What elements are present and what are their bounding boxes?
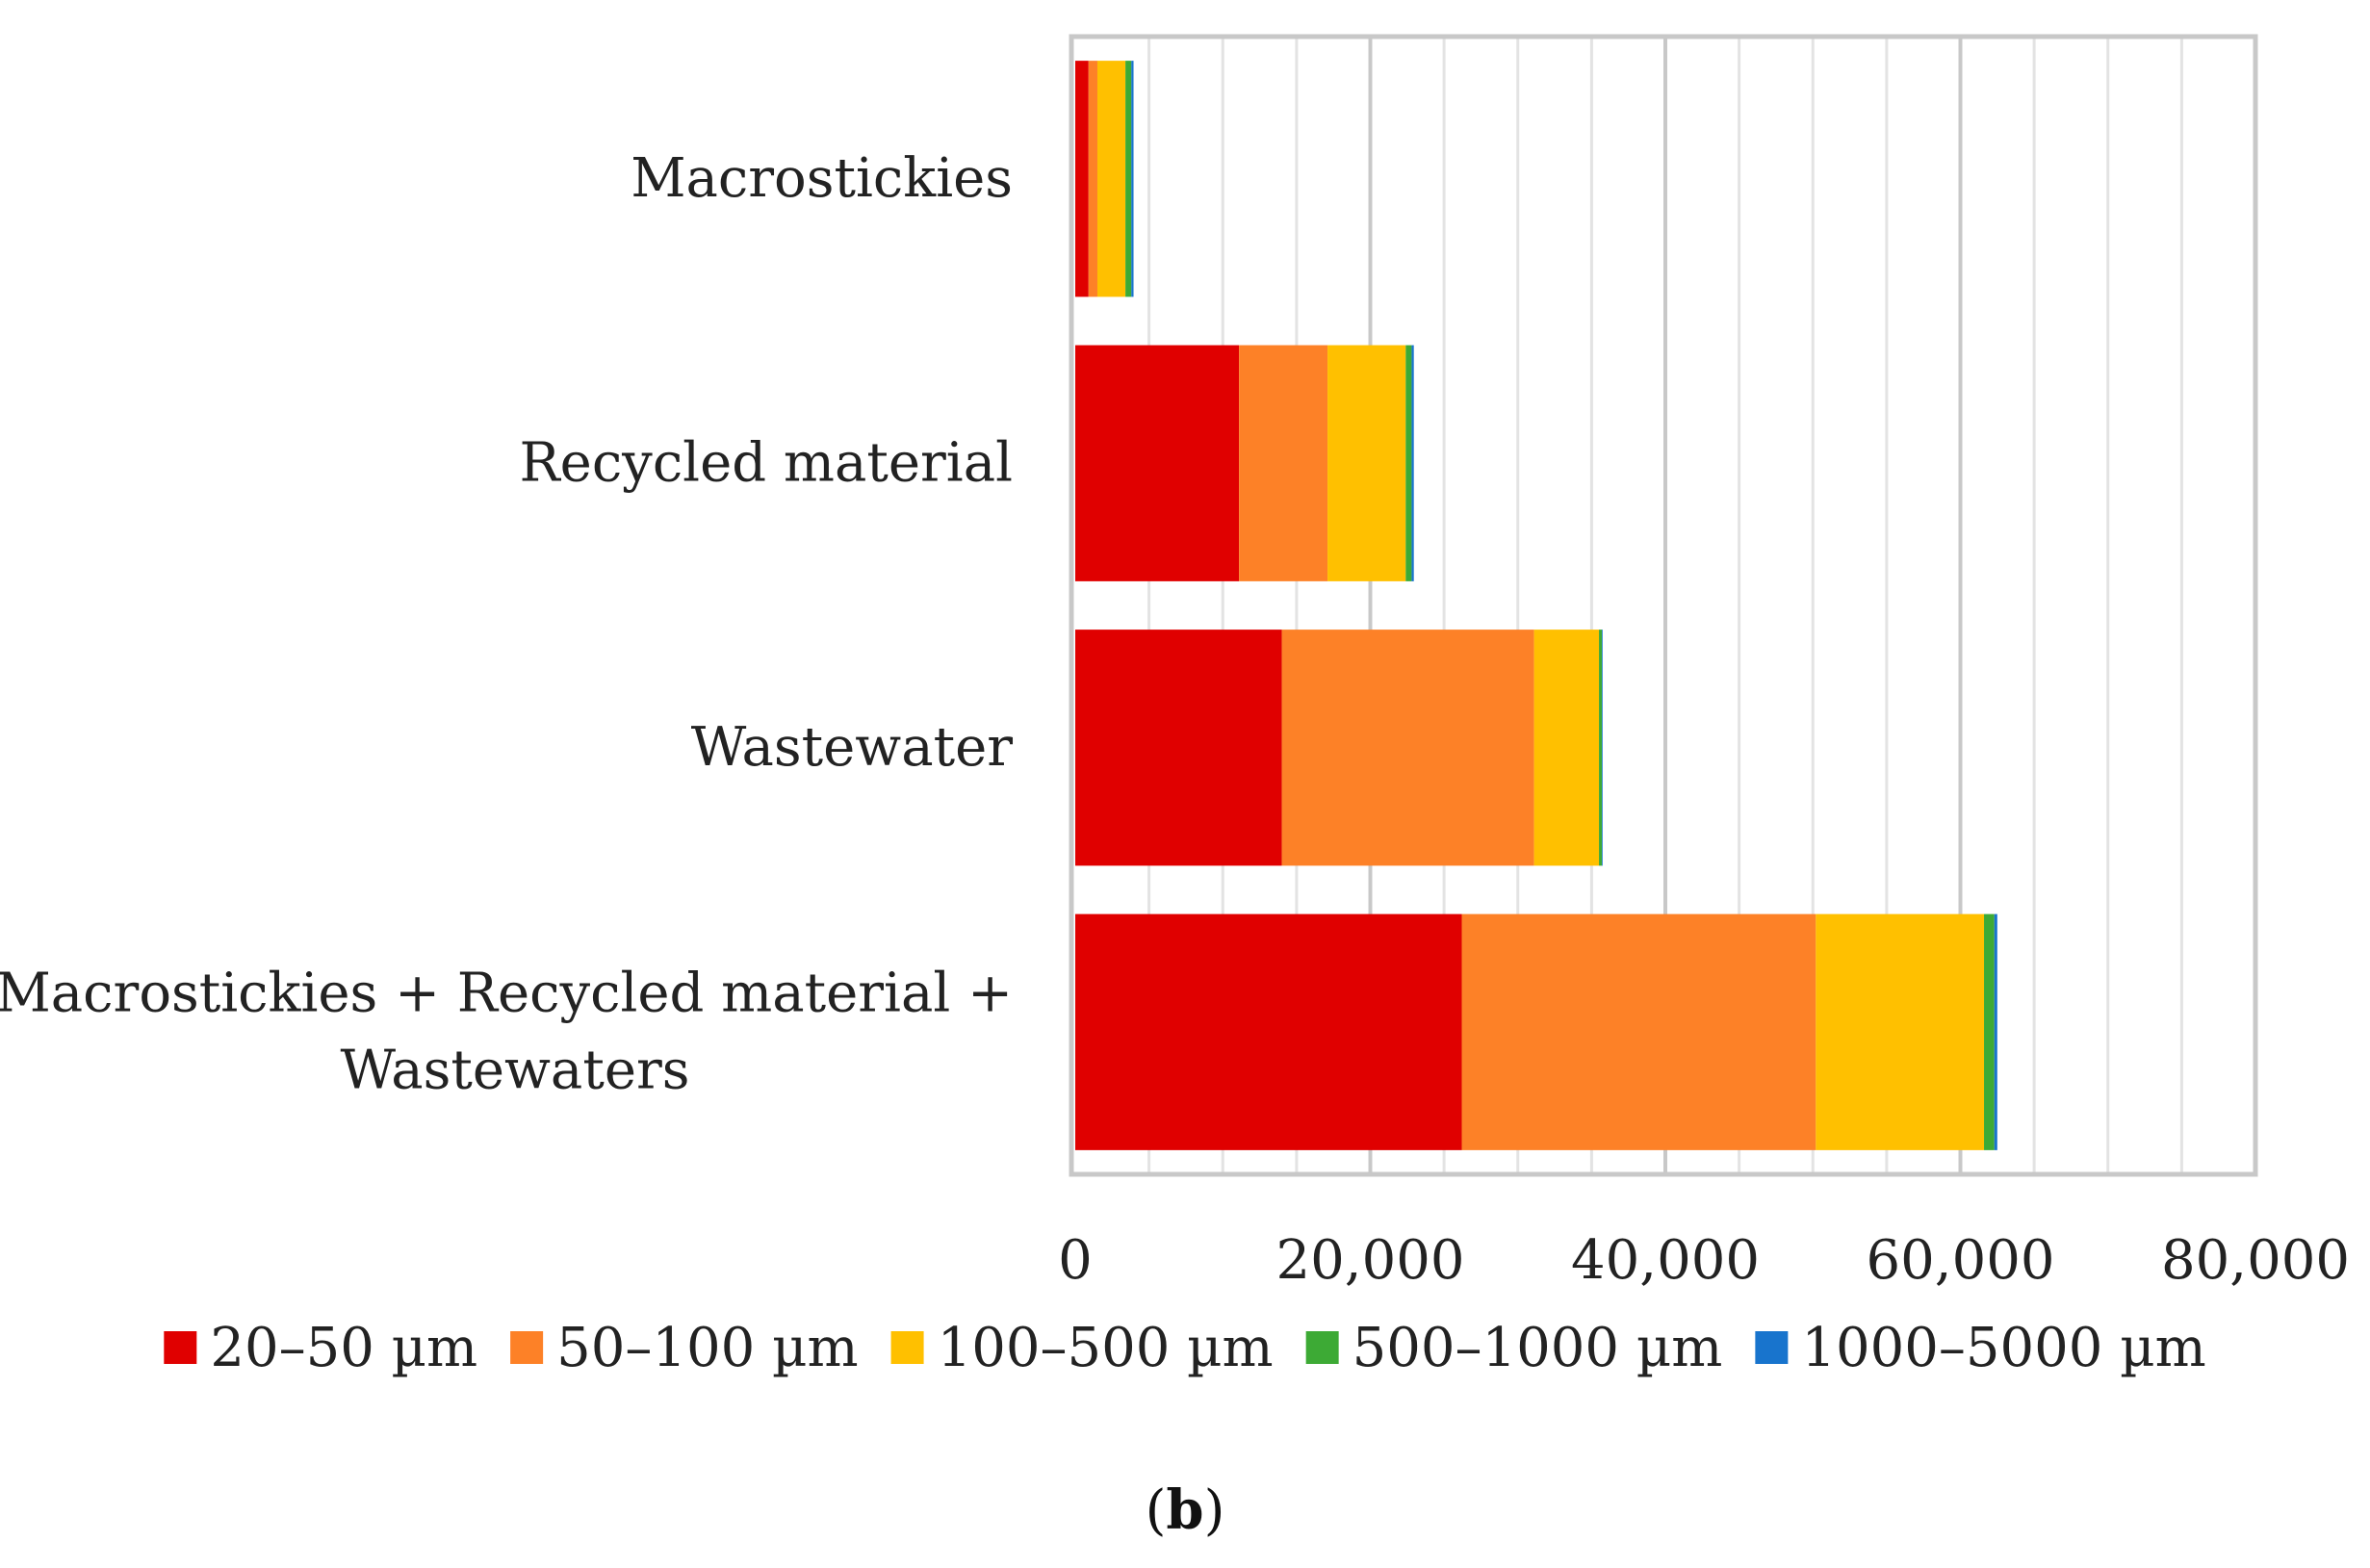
bar-segment bbox=[1461, 913, 1816, 1150]
bar-segment bbox=[1075, 913, 1462, 1150]
bar-segment bbox=[1075, 630, 1282, 866]
bar-segment bbox=[1096, 61, 1126, 297]
bar-segment bbox=[1088, 61, 1097, 297]
bar-segment bbox=[1533, 630, 1600, 866]
x-tick-label: 80,000 bbox=[2161, 1229, 2350, 1292]
legend: 20–50 µm 50–100 µm 100–500 µm 500–1000 µm 10… bbox=[164, 1317, 2206, 1379]
x-tick-label: 40,000 bbox=[1571, 1229, 1760, 1292]
legend-label: 50–100 µm bbox=[556, 1317, 858, 1379]
legend-swatch bbox=[890, 1331, 924, 1364]
bar-segment bbox=[1405, 345, 1412, 581]
bar-segment bbox=[1602, 630, 1603, 866]
category-axis: Macrostickies Recycled material Wastewater… bbox=[0, 147, 1013, 1102]
category-label: Macrostickies bbox=[631, 147, 1013, 210]
bar-segment bbox=[1281, 630, 1534, 866]
x-tick-label: 20,000 bbox=[1276, 1229, 1465, 1292]
category-label: Wastewater bbox=[691, 716, 1013, 779]
legend-swatch bbox=[1305, 1331, 1339, 1364]
value-axis: 0 20,000 40,000 60,000 80,000 bbox=[1058, 1229, 2350, 1292]
legend-item: 100–500 µm bbox=[890, 1317, 1274, 1379]
legend-swatch bbox=[1755, 1331, 1789, 1364]
legend-swatch bbox=[510, 1331, 544, 1364]
bar-segment bbox=[1075, 345, 1240, 581]
plot-frame bbox=[1069, 34, 2258, 1177]
grid bbox=[1147, 37, 2183, 1174]
x-tick-label: 60,000 bbox=[1867, 1229, 2055, 1292]
bars bbox=[1075, 61, 1997, 1150]
category-label: Recycled material bbox=[520, 431, 1013, 494]
legend-item: 500–1000 µm bbox=[1305, 1317, 1723, 1379]
bar-segment bbox=[1075, 61, 1089, 297]
legend-item: 50–100 µm bbox=[510, 1317, 859, 1379]
bar-segment bbox=[1125, 61, 1132, 297]
bar-segment bbox=[1816, 913, 1985, 1150]
bar-segment bbox=[1984, 913, 1995, 1150]
figure-caption: (b) bbox=[1146, 1478, 1225, 1542]
bar-segment bbox=[1599, 630, 1603, 866]
category-label: Wastewaters bbox=[341, 1039, 690, 1101]
legend-swatch bbox=[164, 1331, 197, 1364]
legend-label: 1000–5000 µm bbox=[1801, 1317, 2205, 1379]
legend-item: 1000–5000 µm bbox=[1755, 1317, 2206, 1379]
bar-segment bbox=[1327, 345, 1406, 581]
legend-label: 100–500 µm bbox=[938, 1317, 1274, 1379]
legend-label: 20–50 µm bbox=[210, 1317, 477, 1379]
category-label: Macrostickies + Recycled material + bbox=[0, 962, 1013, 1024]
bar-segment bbox=[1411, 345, 1414, 581]
legend-label: 500–1000 µm bbox=[1352, 1317, 1723, 1379]
bar-segment bbox=[1131, 61, 1134, 297]
bar-segment bbox=[1994, 913, 1997, 1150]
legend-item: 20–50 µm bbox=[164, 1317, 477, 1379]
x-tick-label: 0 bbox=[1058, 1229, 1093, 1292]
bar-segment bbox=[1239, 345, 1328, 581]
